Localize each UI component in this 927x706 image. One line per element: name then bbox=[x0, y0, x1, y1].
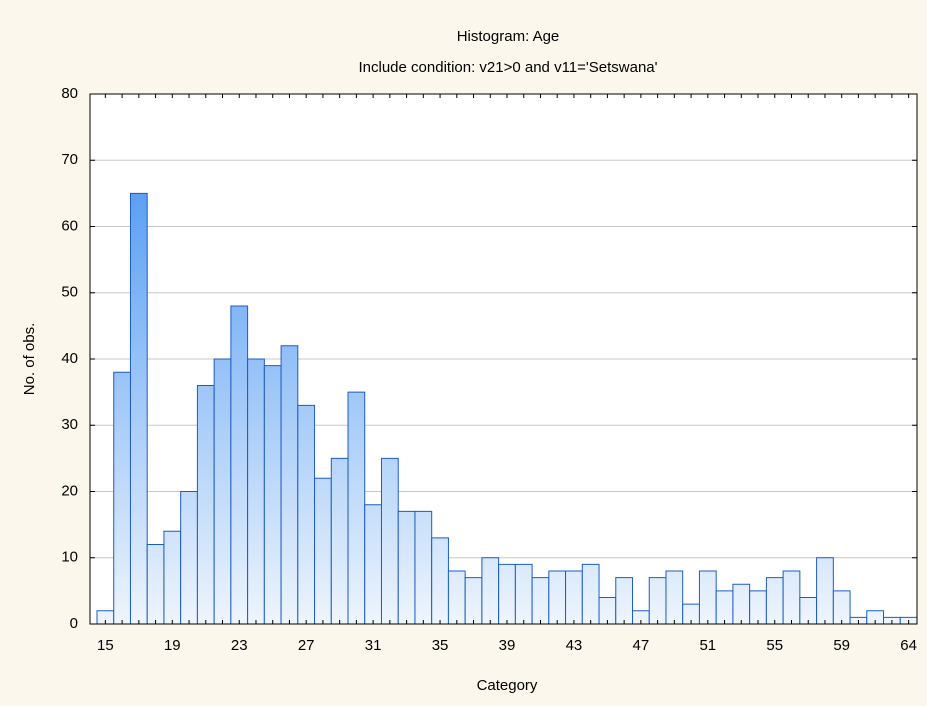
bar bbox=[163, 530, 182, 625]
bar bbox=[832, 590, 851, 625]
chart-title: Histogram: Age bbox=[457, 28, 560, 45]
x-tick-label: 51 bbox=[699, 637, 716, 654]
x-tick-label: 19 bbox=[164, 637, 181, 654]
bar bbox=[196, 385, 215, 625]
bar bbox=[715, 590, 734, 625]
bar bbox=[447, 570, 466, 625]
y-tick-label: 0 bbox=[70, 615, 78, 632]
x-tick-label: 31 bbox=[365, 637, 382, 654]
bar bbox=[648, 577, 667, 625]
bar bbox=[749, 590, 767, 625]
bar bbox=[698, 570, 717, 625]
bar bbox=[765, 577, 784, 625]
y-tick-label: 50 bbox=[61, 284, 78, 301]
bar bbox=[481, 557, 500, 625]
y-tick-label: 60 bbox=[61, 217, 78, 234]
x-tick-label: 43 bbox=[566, 637, 583, 654]
bar bbox=[782, 570, 801, 625]
bar bbox=[330, 457, 349, 625]
y-tick-label: 40 bbox=[61, 350, 78, 367]
x-tick-label: 23 bbox=[231, 637, 248, 654]
y-tick-label: 70 bbox=[61, 151, 78, 168]
y-tick-label: 80 bbox=[61, 85, 78, 102]
bar bbox=[280, 345, 299, 625]
bar bbox=[314, 477, 332, 625]
bar bbox=[347, 391, 366, 625]
bar bbox=[464, 577, 483, 625]
bar bbox=[263, 365, 282, 625]
x-tick-label: 64 bbox=[900, 637, 917, 654]
bar bbox=[615, 577, 634, 625]
bar bbox=[380, 457, 399, 625]
bar bbox=[414, 510, 433, 625]
bar bbox=[297, 404, 316, 625]
bar bbox=[431, 537, 449, 625]
bar bbox=[113, 371, 131, 625]
x-tick-label: 55 bbox=[766, 637, 783, 654]
x-axis-label: Category bbox=[477, 677, 538, 694]
bar bbox=[180, 491, 198, 625]
bar bbox=[732, 583, 751, 625]
y-tick-label: 20 bbox=[61, 482, 78, 499]
bar bbox=[665, 570, 684, 625]
bar bbox=[230, 305, 249, 625]
x-tick-label: 39 bbox=[499, 637, 516, 654]
x-tick-label: 35 bbox=[432, 637, 449, 654]
bar bbox=[129, 192, 148, 625]
plot-frame bbox=[89, 93, 918, 625]
chart-subtitle: Include condition: v21>0 and v11='Setswa… bbox=[359, 59, 658, 76]
x-tick-label: 47 bbox=[633, 637, 650, 654]
bar bbox=[581, 563, 600, 625]
bar bbox=[816, 557, 834, 625]
x-tick-label: 59 bbox=[833, 637, 850, 654]
bar bbox=[364, 504, 382, 625]
bar bbox=[397, 510, 416, 625]
bar bbox=[247, 358, 265, 625]
bar bbox=[498, 563, 516, 625]
x-tick-label: 27 bbox=[298, 637, 315, 654]
y-tick-label: 10 bbox=[61, 549, 78, 566]
bar bbox=[146, 544, 165, 625]
y-axis-label: No. of obs. bbox=[21, 323, 38, 396]
bar bbox=[531, 577, 550, 625]
bar bbox=[565, 570, 583, 625]
bar bbox=[213, 358, 232, 625]
bar bbox=[548, 570, 567, 625]
y-tick-label: 30 bbox=[61, 416, 78, 433]
x-tick-label: 15 bbox=[97, 637, 114, 654]
bar bbox=[514, 563, 533, 625]
